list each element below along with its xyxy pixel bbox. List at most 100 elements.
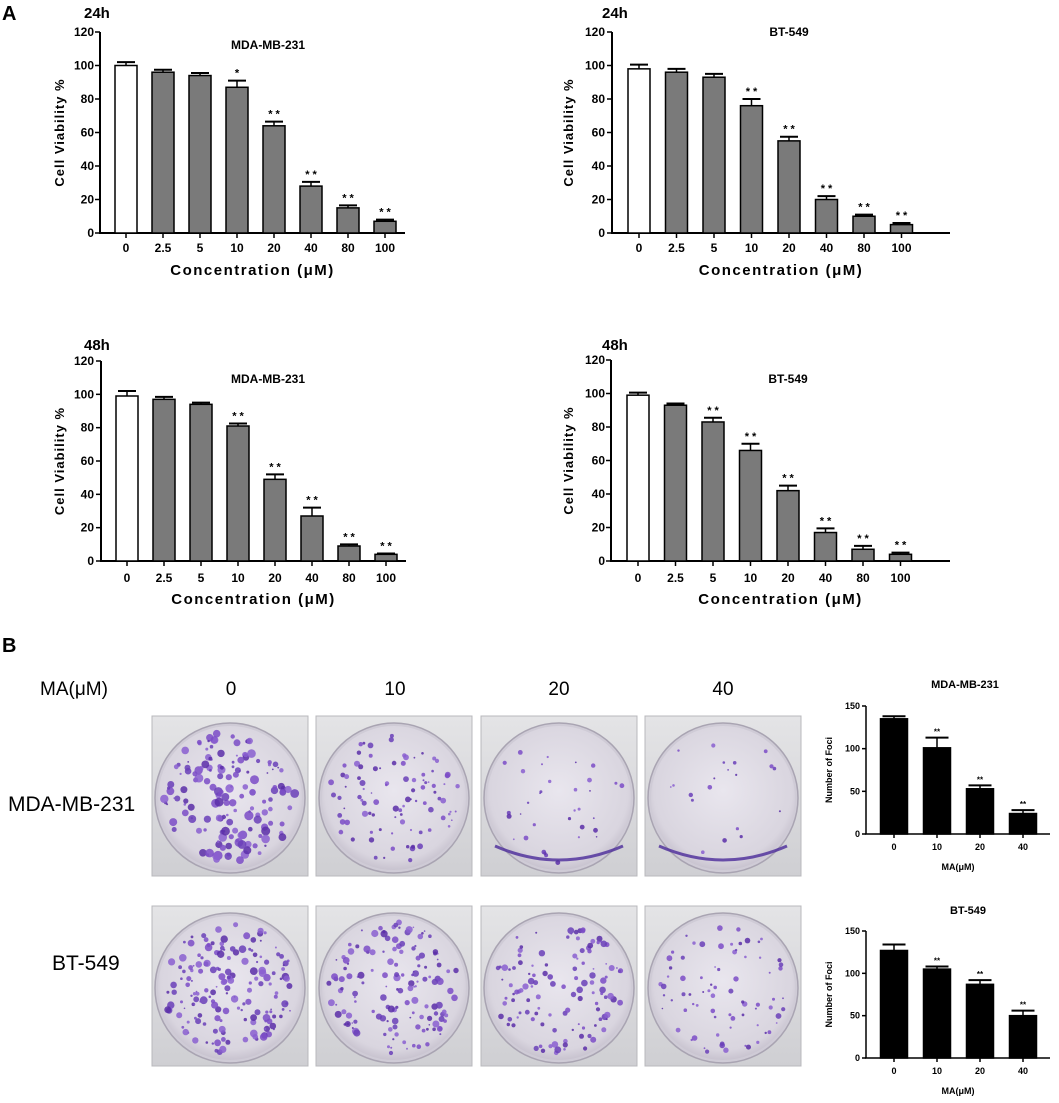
colony-dot [677, 749, 680, 752]
colony-dot [449, 810, 452, 813]
bar [888, 553, 913, 562]
colony-dot [261, 809, 268, 816]
colony-dot [222, 1007, 230, 1015]
colony-dot [207, 739, 210, 743]
colony-dot [434, 758, 440, 764]
colony-dot [411, 1011, 415, 1015]
colony-dot [239, 793, 245, 799]
x-tick-label: 40 [305, 571, 319, 585]
significance-marker: * * [821, 183, 833, 195]
bar [879, 949, 909, 1059]
colony-dot [414, 985, 417, 988]
colony-dot [438, 1016, 445, 1022]
colony-dot [441, 1009, 447, 1015]
colony-dot [518, 988, 524, 993]
colony-dot [587, 942, 594, 949]
colony-dot [577, 995, 583, 1002]
panel-a-label: A [2, 3, 16, 25]
x-tick-label: 40 [1018, 842, 1028, 852]
significance-marker: * * [342, 192, 354, 204]
colony-dot [203, 778, 211, 785]
colony-dot [252, 843, 258, 849]
colony-dot [746, 1044, 751, 1050]
colony-dot [232, 827, 239, 834]
colony-dot [447, 825, 451, 828]
time-label: 48h [84, 337, 110, 354]
chart-foci-bt-549: BT-549 0 50 100 150 Number of Foci MA(μM) 0 10 **… [824, 905, 1050, 1096]
x-tick-label: 0 [636, 241, 643, 255]
colony-dot [421, 772, 426, 777]
colony-dot [741, 1000, 745, 1004]
x-axis-label: Concentration (μM) [699, 262, 864, 279]
colony-dot [390, 846, 395, 851]
colony-dot [242, 1036, 249, 1043]
colony-dot [735, 773, 738, 777]
y-axis-label: Cell Viability % [52, 78, 67, 186]
colony-dot [279, 789, 285, 795]
colony-dot [733, 976, 739, 982]
colony-dot [340, 987, 344, 991]
colony-dot [523, 835, 529, 841]
x-tick-label: 5 [197, 241, 204, 255]
bar [852, 215, 876, 234]
colony-dot [688, 792, 693, 798]
colony-dot [351, 1022, 354, 1024]
colony-dot [215, 926, 222, 933]
colony-dot [570, 991, 577, 998]
colony-dot [744, 955, 747, 959]
colony-dot [210, 758, 213, 761]
colony-dot [342, 957, 350, 964]
colony-dot [591, 991, 595, 995]
colony-dot [360, 798, 364, 802]
colony-dot [433, 790, 437, 794]
x-tick-label: 0 [124, 571, 131, 585]
colony-dot [530, 1017, 535, 1022]
colony-dot [769, 764, 774, 769]
bar [701, 421, 725, 562]
colony-dot [594, 1001, 599, 1006]
colony-dot [212, 729, 221, 738]
x-tick-label: 0 [891, 1066, 896, 1076]
colony-dot [204, 988, 209, 993]
y-tick-label: 60 [592, 454, 606, 468]
colony-dot [259, 955, 263, 959]
colony-dot [444, 1013, 449, 1018]
colony-dot [548, 1013, 552, 1017]
significance-marker: * * [268, 109, 280, 121]
colony-dot [180, 786, 188, 794]
colony-dot [600, 977, 607, 984]
bar [879, 718, 909, 835]
colony-dot [194, 773, 204, 783]
bar [1008, 1014, 1038, 1059]
colony-dot [703, 1047, 706, 1050]
y-tick-label: 100 [845, 744, 860, 754]
colony-dot [417, 933, 424, 940]
colony-dot [522, 983, 529, 990]
colony-dot [281, 1000, 289, 1008]
colony-dot [197, 1013, 203, 1018]
colony-dot [224, 852, 232, 860]
colony-dot [579, 948, 585, 954]
colony-dot [542, 970, 548, 977]
colony-dot [607, 992, 614, 1000]
colony-dot [581, 961, 585, 965]
colony-dot [399, 940, 406, 947]
colony-dot [215, 814, 223, 822]
colony-dot [668, 966, 673, 970]
colony-dot [218, 1025, 226, 1033]
colony-dot [246, 770, 250, 774]
colony-dot [199, 849, 207, 857]
colony-dot [537, 1006, 541, 1010]
colony-dot [554, 1046, 562, 1054]
colony-dot [235, 839, 239, 843]
colony-dot [551, 1041, 559, 1048]
colony-dot [527, 977, 535, 985]
bar [115, 395, 139, 562]
colony-dot [198, 766, 204, 771]
colony-dot [287, 805, 293, 811]
colony-dot [392, 805, 399, 812]
x-axis-label: Concentration (μM) [171, 591, 336, 608]
significance-marker: * * [783, 124, 795, 136]
y-tick-label: 80 [81, 421, 95, 435]
colony-dot [368, 753, 373, 758]
